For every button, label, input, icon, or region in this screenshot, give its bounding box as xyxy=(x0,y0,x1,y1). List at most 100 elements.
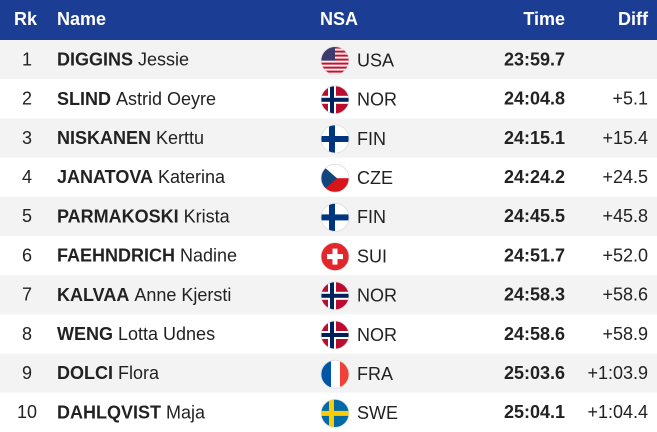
flag-border xyxy=(320,202,350,232)
flag xyxy=(321,399,349,428)
given-name: Anne Kjersti xyxy=(134,285,231,305)
rank: 7 xyxy=(22,285,32,305)
table-row: 7 KALVAA Anne Kjersti NOR 24:58.3 +58.6 xyxy=(0,275,657,315)
time: 25:03.6 xyxy=(504,363,565,383)
time: 23:59.7 xyxy=(504,49,565,69)
diff: +58.6 xyxy=(602,285,648,305)
surname: FAEHNDRICH xyxy=(57,245,175,265)
athlete-name: DIGGINS Jessie xyxy=(57,49,189,69)
header-rank: Rk xyxy=(14,9,38,29)
table-row: 2 SLIND Astrid Oeyre NOR 24:04.8 +5.1 xyxy=(0,79,657,119)
diff: +1:04.4 xyxy=(587,402,648,422)
flag xyxy=(321,164,349,193)
table-row: 10 DAHLQVIST Maja SWE 25:04.1 +1:04.4 xyxy=(0,392,657,432)
flag xyxy=(321,203,349,232)
flag xyxy=(321,125,349,153)
rank: 9 xyxy=(22,363,32,383)
flag xyxy=(321,242,349,271)
rank: 6 xyxy=(22,245,32,265)
nsa: SWE xyxy=(357,403,398,423)
surname: KALVAA xyxy=(57,285,129,305)
nsa: FRA xyxy=(357,364,393,384)
nsa: NOR xyxy=(357,90,397,110)
time: 24:58.3 xyxy=(504,285,565,305)
athlete-name: JANATOVA Katerina xyxy=(57,167,226,187)
rank: 2 xyxy=(22,89,32,109)
given-name: Jessie xyxy=(138,49,189,69)
flag xyxy=(321,321,349,349)
header-bar xyxy=(0,0,657,40)
flag-border xyxy=(320,124,350,154)
nsa: SUI xyxy=(357,246,387,266)
rank: 10 xyxy=(17,402,37,422)
surname: DAHLQVIST xyxy=(57,402,161,422)
rank: 5 xyxy=(22,206,32,226)
time: 24:45.5 xyxy=(504,206,565,226)
athlete-name: DAHLQVIST Maja xyxy=(57,402,206,422)
surname: WENG xyxy=(57,324,113,344)
diff: +58.9 xyxy=(602,324,648,344)
flag xyxy=(321,85,349,114)
time: 25:04.1 xyxy=(504,402,565,422)
diff: +1:03.9 xyxy=(587,363,648,383)
time: 24:04.8 xyxy=(504,89,565,109)
table-row: 1 DIGGINS Jessie USA 23:59.7 xyxy=(0,40,657,80)
surname: DIGGINS xyxy=(57,49,133,69)
surname: DOLCI xyxy=(57,363,113,383)
given-name: Lotta Udnes xyxy=(118,324,215,344)
athlete-name: PARMAKOSKI Krista xyxy=(57,206,231,226)
given-name: Nadine xyxy=(180,245,237,265)
flag-border xyxy=(320,85,350,115)
diff: +24.5 xyxy=(602,167,648,187)
athlete-name: FAEHNDRICH Nadine xyxy=(57,245,237,265)
given-name: Kerttu xyxy=(156,128,204,148)
surname: SLIND xyxy=(57,89,111,109)
flag-border xyxy=(320,242,350,272)
diff: +45.8 xyxy=(602,206,648,226)
table-row: 6 FAEHNDRICH Nadine SUI 24:51.7 +52.0 xyxy=(0,236,657,276)
rank: 1 xyxy=(22,49,32,69)
flag-border xyxy=(320,320,350,350)
diff: +15.4 xyxy=(602,128,648,148)
athlete-name: DOLCI Flora xyxy=(57,363,160,383)
athlete-name: SLIND Astrid Oeyre xyxy=(57,89,216,109)
time: 24:24.2 xyxy=(504,167,565,187)
header-diff: Diff xyxy=(618,9,649,29)
table-row: 4 JANATOVA Katerina CZE 24:24.2 +24.5 xyxy=(0,157,657,197)
header-nsa: NSA xyxy=(320,9,358,29)
diff: +5.1 xyxy=(612,89,648,109)
time: 24:15.1 xyxy=(504,128,565,148)
given-name: Astrid Oeyre xyxy=(116,89,216,109)
given-name: Maja xyxy=(166,402,206,422)
flag-border xyxy=(320,398,350,428)
given-name: Flora xyxy=(118,363,160,383)
flag xyxy=(321,281,349,310)
nsa: FIN xyxy=(357,207,386,227)
surname: JANATOVA xyxy=(57,167,153,187)
nsa: CZE xyxy=(357,168,393,188)
header-time: Time xyxy=(523,9,565,29)
flag-border xyxy=(320,281,350,311)
table-row: 8 WENG Lotta Udnes NOR 24:58.6 +58.9 xyxy=(0,314,657,354)
flag-border xyxy=(320,163,350,193)
nsa: FIN xyxy=(357,129,386,149)
diff: +52.0 xyxy=(602,245,648,265)
nsa: NOR xyxy=(357,325,397,345)
athlete-name: WENG Lotta Udnes xyxy=(57,324,215,344)
flag xyxy=(321,360,349,389)
surname: PARMAKOSKI xyxy=(57,206,179,226)
athlete-name: KALVAA Anne Kjersti xyxy=(57,285,231,305)
time: 24:58.6 xyxy=(504,324,565,344)
nsa: USA xyxy=(357,50,394,70)
table-row: 3 NISKANEN Kerttu FIN 24:15.1 +15.4 xyxy=(0,118,657,158)
table-body: 1 DIGGINS Jessie USA 23:59.7 2 SLIND Astrid Oey… xyxy=(0,40,657,432)
given-name: Krista xyxy=(184,206,231,226)
surname: NISKANEN xyxy=(57,128,151,148)
rank: 8 xyxy=(22,324,32,344)
given-name: Katerina xyxy=(158,167,226,187)
rank: 4 xyxy=(22,167,32,187)
time: 24:51.7 xyxy=(504,245,565,265)
flag-border xyxy=(320,46,350,75)
header-name: Name xyxy=(57,9,106,29)
